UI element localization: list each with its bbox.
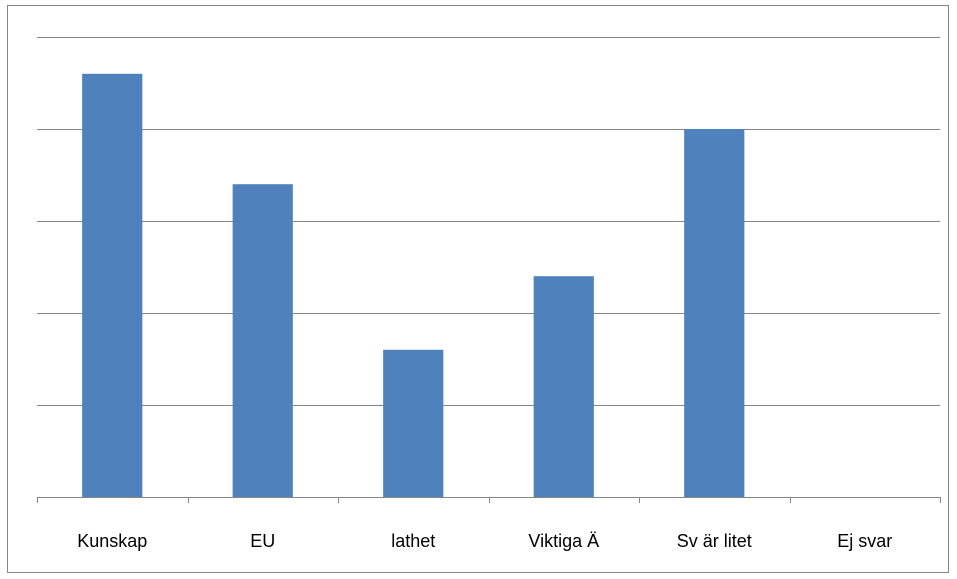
x-tick-label: Kunskap (77, 531, 147, 551)
bar (232, 184, 293, 497)
bar (533, 276, 594, 497)
x-tick-label: Ej svar (837, 531, 892, 551)
bar (82, 73, 143, 498)
x-tick-label: lathet (391, 531, 435, 551)
x-tick-label: Sv är litet (677, 531, 752, 551)
chart-border (7, 5, 949, 573)
bar (684, 129, 745, 497)
x-tick-label: Viktiga Ä (528, 531, 599, 551)
x-tick-label: EU (250, 531, 275, 551)
bar (383, 349, 444, 497)
